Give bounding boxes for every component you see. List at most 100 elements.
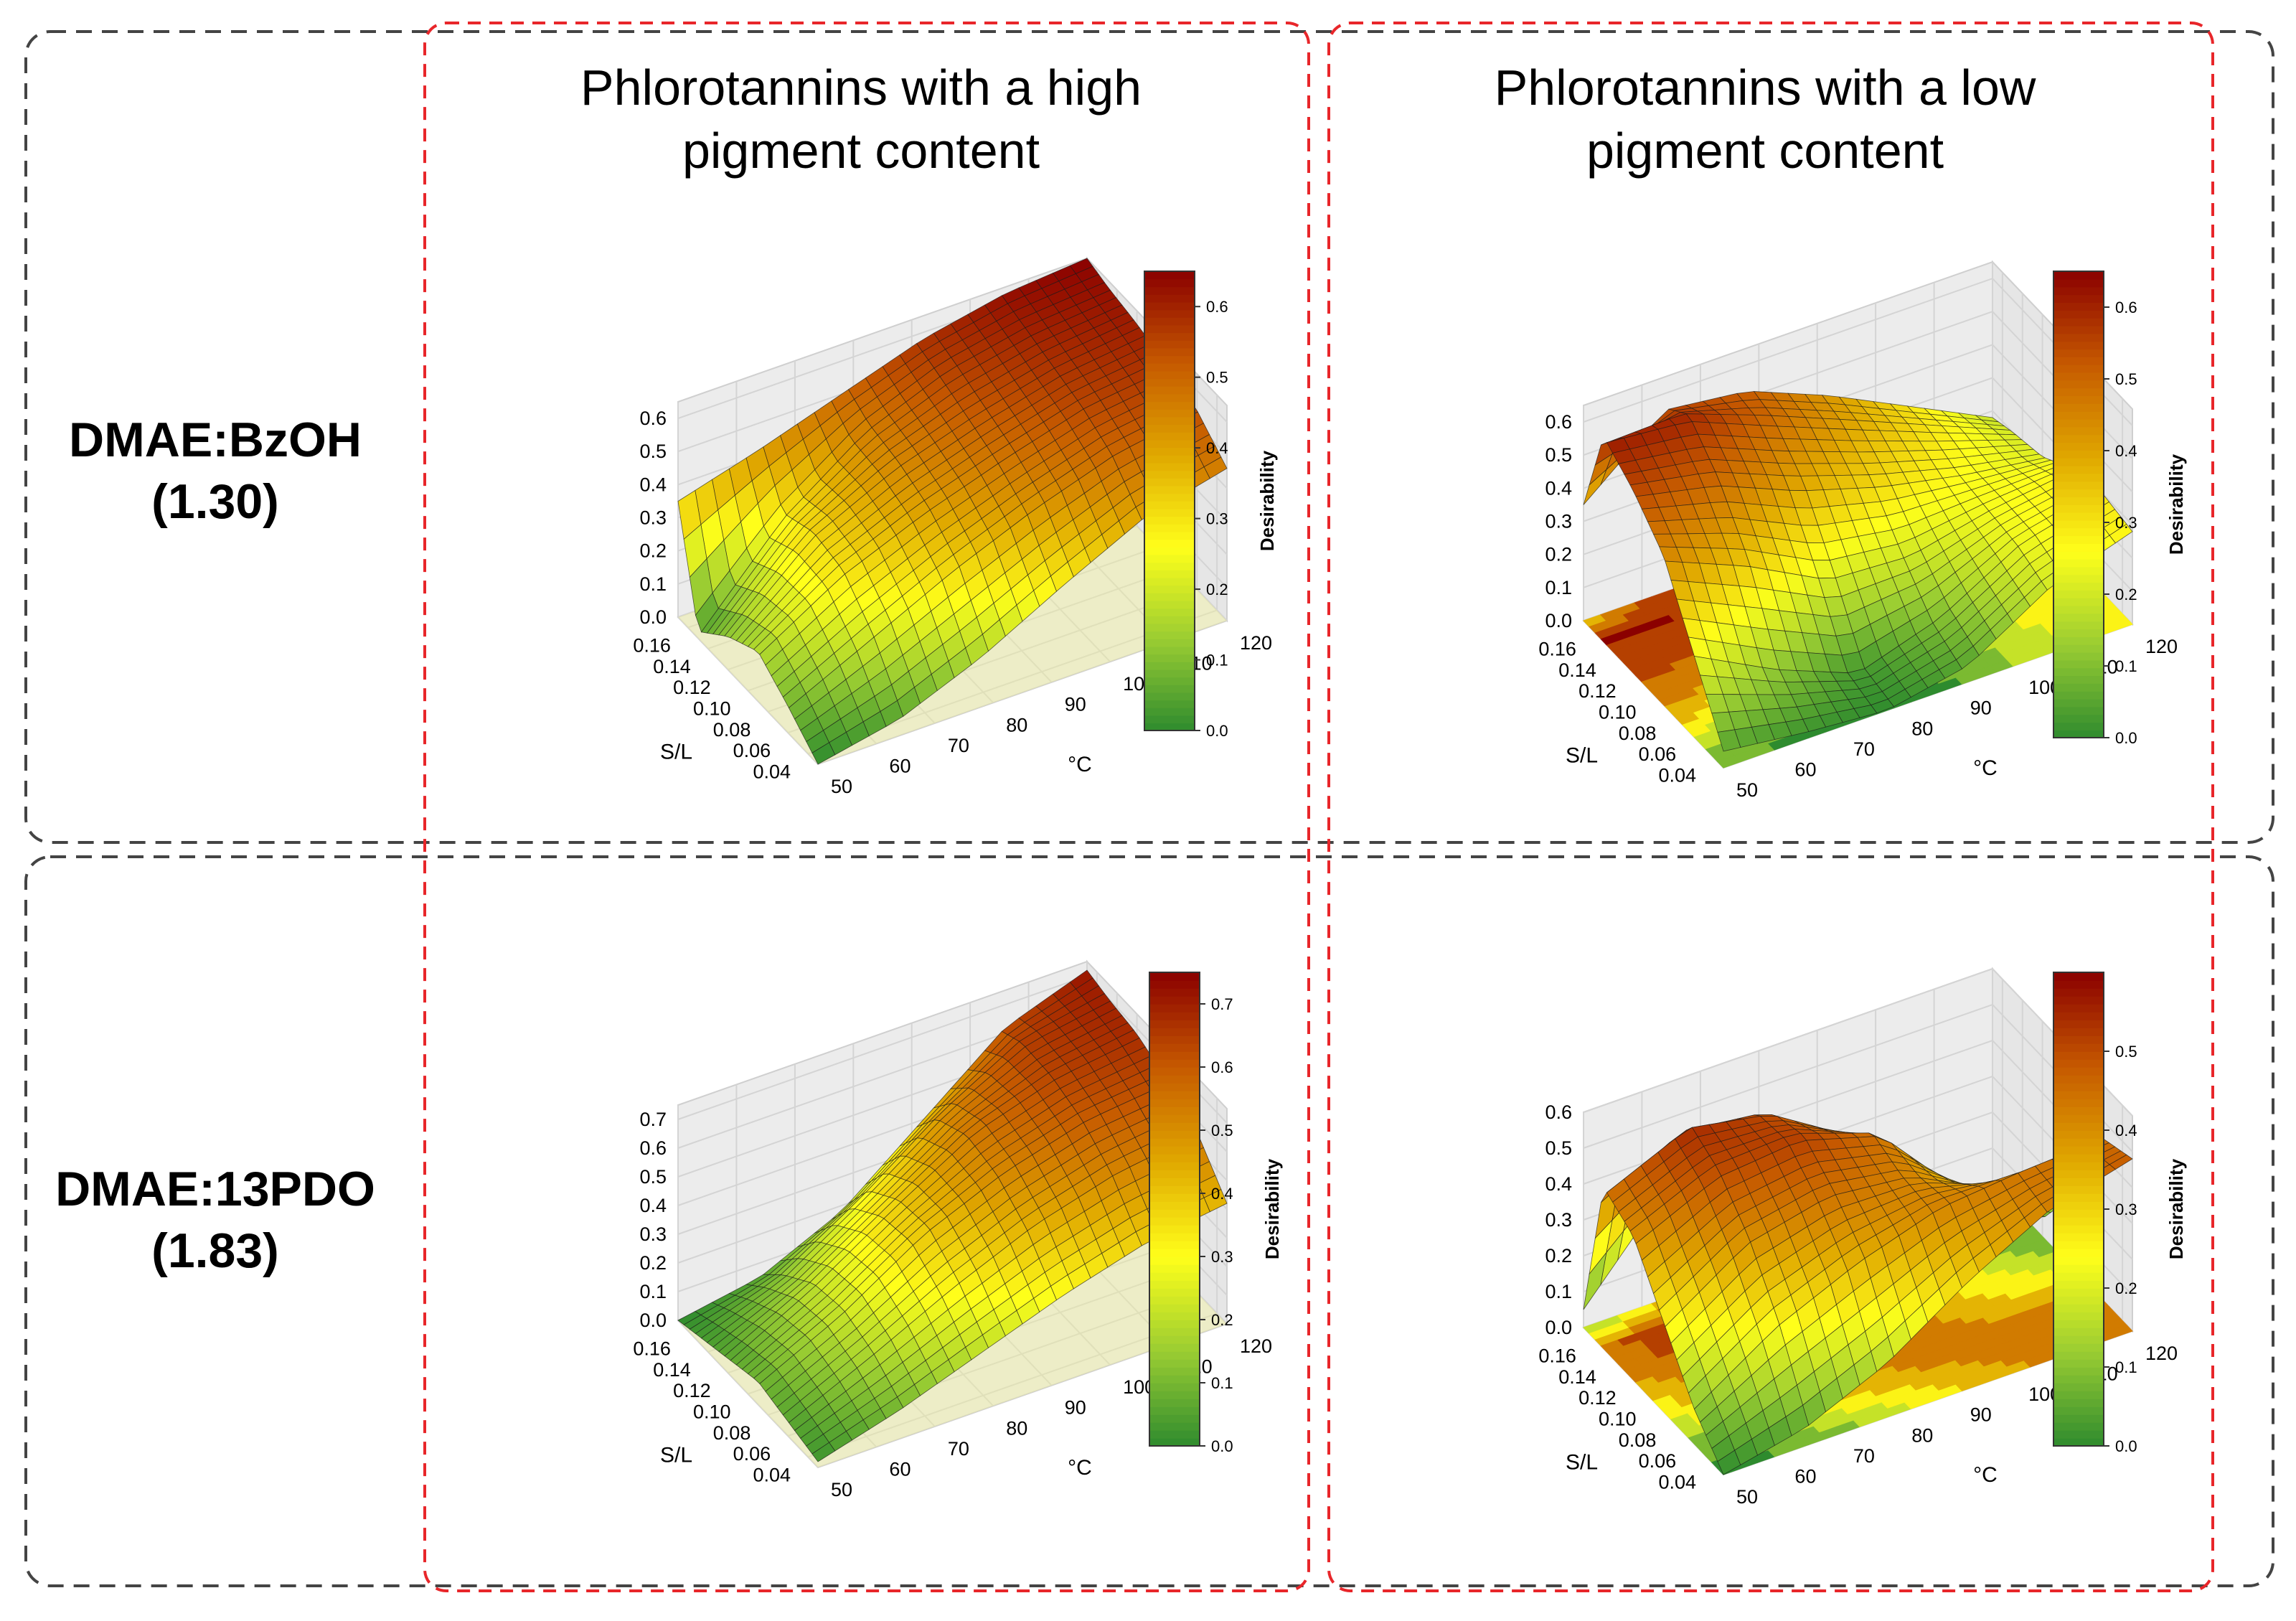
colorbar-segment [2053, 395, 2104, 404]
colorbar-segment [2053, 1138, 2104, 1147]
z-tick-label: 0.1 [1545, 1281, 1572, 1302]
colorbar-segment [1144, 623, 1195, 632]
colorbar-segment [1149, 1288, 1200, 1297]
y-tick-label: 70 [1853, 1445, 1875, 1467]
z-tick-label: 0.3 [639, 1223, 667, 1245]
colorbar-segment [2053, 1028, 2104, 1036]
colorbar-segment [2053, 636, 2104, 645]
z-tick-label: 0.6 [639, 408, 667, 429]
colorbar-label: Desirability [2165, 1158, 2187, 1259]
colorbar-segment [1149, 1122, 1200, 1131]
colorbar-tick-label: 0.6 [2115, 299, 2137, 316]
colorbar-segment [2053, 1122, 2104, 1131]
x-tick-label: 0.10 [1599, 702, 1637, 723]
column-title-high-line1: Phlorotannins with a high [580, 60, 1142, 116]
colorbar-segment [1144, 439, 1195, 448]
y-tick-label: 90 [1065, 694, 1086, 715]
chart-panel-3: 0.00.10.20.30.40.50.60.70.040.060.080.10… [633, 959, 1283, 1500]
colorbar-segment [2053, 473, 2104, 482]
colorbar-tick-label: 0.4 [2115, 1122, 2137, 1140]
y-tick-label: 70 [948, 735, 969, 756]
colorbar-segment [1144, 332, 1195, 341]
colorbar-segment [2053, 1178, 2104, 1186]
colorbar-segment [2053, 341, 2104, 350]
colorbar-tick-label: 0.5 [2115, 370, 2137, 388]
colorbar-segment [1144, 286, 1195, 295]
y-tick-label: 80 [1911, 1424, 1933, 1446]
row-label-bzoh-name: DMAE:BzOH [69, 413, 362, 467]
colorbar-segment [1149, 1414, 1200, 1423]
colorbar-segment [1149, 1233, 1200, 1241]
z-tick-label: 0.3 [639, 507, 667, 529]
colorbar-segment [2053, 1067, 2104, 1076]
colorbar-segment [2053, 1233, 2104, 1241]
colorbar-segment [1149, 1106, 1200, 1115]
x-tick-label: 0.14 [653, 656, 691, 677]
colorbar-segment [1144, 600, 1195, 609]
colorbar-segment [1144, 324, 1195, 334]
colorbar-segment [1144, 462, 1195, 471]
z-tick-label: 0.0 [639, 606, 667, 628]
colorbar-segment [2053, 1091, 2104, 1099]
z-tick-label: 0.7 [639, 1109, 667, 1130]
colorbar-segment [1149, 1051, 1200, 1060]
colorbar-segment [2053, 996, 2104, 1005]
y-tick-label: 90 [1970, 697, 1992, 719]
colorbar-segment [2053, 644, 2104, 653]
colorbar-segment [1149, 1114, 1200, 1123]
colorbar-segment [1149, 1383, 1200, 1391]
z-tick-label: 0.4 [639, 1195, 667, 1216]
z-tick-label: 0.5 [639, 1166, 667, 1188]
colorbar-segment [1149, 1012, 1200, 1020]
chart-panel-1: 0.00.10.20.30.40.50.60.040.060.080.100.1… [633, 256, 1278, 797]
colorbar-segment [2053, 1106, 2104, 1115]
colorbar-segment [2053, 1383, 2104, 1391]
colorbar-label: Desirability [1256, 450, 1278, 551]
colorbar-segment [1144, 386, 1195, 395]
colorbar-segment [1149, 1130, 1200, 1139]
colorbar-segment [2053, 426, 2104, 436]
colorbar-segment [2053, 598, 2104, 606]
colorbar-segment [1144, 531, 1195, 540]
colorbar-segment [1149, 1201, 1200, 1210]
z-tick-label: 0.1 [639, 573, 667, 595]
colorbar-segment [1144, 401, 1195, 410]
colorbar-segment [2053, 442, 2104, 451]
colorbar-segment [1149, 1028, 1200, 1036]
colorbar-tick-label: 0.0 [1206, 722, 1228, 740]
z-tick-label: 0.0 [1545, 610, 1572, 631]
colorbar-segment [1144, 416, 1195, 426]
colorbar-segment [2053, 1020, 2104, 1028]
colorbar-segment [2053, 1185, 2104, 1194]
colorbar-segment [1149, 1256, 1200, 1265]
colorbar-segment [2053, 357, 2104, 365]
colorbar-segment [1144, 493, 1195, 502]
colorbar-segment [2053, 1209, 2104, 1218]
colorbar-segment [2053, 411, 2104, 420]
x-tick-label: 0.14 [653, 1359, 691, 1381]
colorbar-segment [2053, 1083, 2104, 1091]
x-tick-label: 0.06 [1639, 1450, 1677, 1472]
column-title-low-line1: Phlorotannins with a low [1494, 60, 2036, 116]
colorbar-segment [1144, 347, 1195, 357]
chart-panel-4: 0.00.10.20.30.40.50.60.040.060.080.100.1… [1538, 967, 2187, 1508]
colorbar-segment [1149, 996, 1200, 1005]
colorbar-segment [1149, 1328, 1200, 1336]
y-tick-label: 50 [1736, 1486, 1758, 1508]
colorbar-segment [1144, 317, 1195, 326]
colorbar-segment [2053, 1288, 2104, 1297]
colorbar-segment [1149, 1241, 1200, 1249]
colorbar-segment [2053, 1312, 2104, 1320]
colorbar-segment [2053, 1343, 2104, 1352]
z-tick-label: 0.2 [1545, 544, 1572, 565]
colorbar-segment [1144, 478, 1195, 487]
colorbar-tick-label: 0.7 [1211, 995, 1233, 1013]
colorbar-segment [2053, 590, 2104, 598]
colorbar-segment [2053, 988, 2104, 997]
z-tick-label: 0.6 [639, 1137, 667, 1159]
colorbar-segment [2053, 450, 2104, 459]
colorbar-segment [2053, 365, 2104, 373]
y-tick-label: 60 [1794, 1465, 1816, 1487]
colorbar-segment [1149, 1154, 1200, 1162]
colorbar-segment [1149, 1162, 1200, 1170]
